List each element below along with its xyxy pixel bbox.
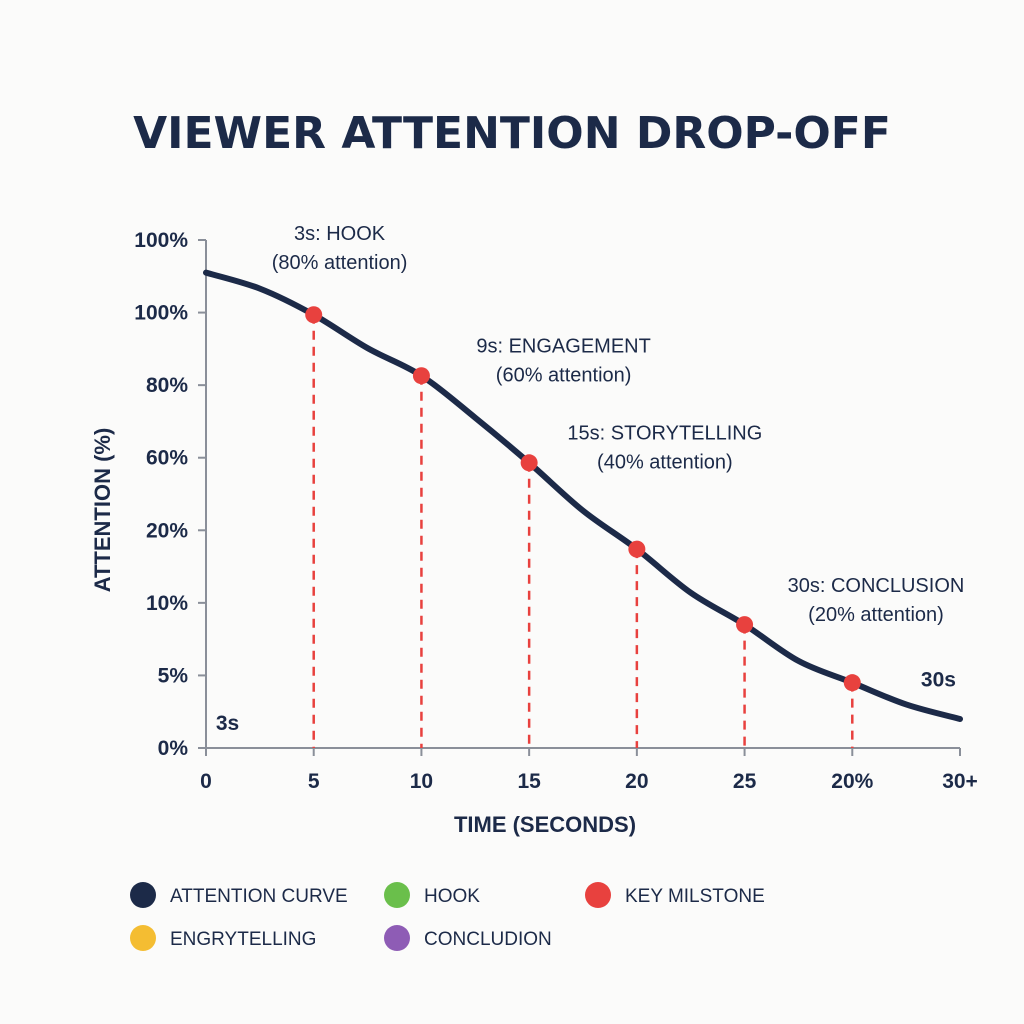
- y-tick-label: 20%: [146, 519, 188, 542]
- x-tick-label: 15: [517, 770, 541, 793]
- legend-marker: [130, 925, 156, 951]
- legend-label: ATTENTION CURVE: [170, 886, 348, 907]
- legend-label: CONCLUDION: [424, 929, 552, 950]
- legend-marker: [384, 882, 410, 908]
- annotation-detail: (80% attention): [272, 252, 408, 274]
- legend-marker: [130, 882, 156, 908]
- y-tick-label: 60%: [146, 447, 188, 470]
- legend-label: ENGRYTELLING: [170, 929, 316, 950]
- milestone-point: [736, 616, 754, 634]
- y-tick-label: 80%: [146, 374, 188, 397]
- legend: ATTENTION CURVE HOOK KEY MILSTONE ENGRYTELL…: [130, 882, 765, 951]
- y-tick-label: 0%: [158, 737, 189, 760]
- milestone-point: [628, 540, 646, 558]
- annotation-title: 15s: STORYTELLING: [567, 423, 762, 445]
- milestone-point: [520, 454, 538, 472]
- annotation-detail: (40% attention): [597, 452, 733, 474]
- x-tick-label: 20: [625, 770, 648, 793]
- y-axis-title: ATTENTION (%): [90, 428, 115, 593]
- x-tick-label: 20%: [831, 770, 873, 793]
- attention-curve: [203, 269, 963, 722]
- annotation-detail: (60% attention): [496, 364, 632, 386]
- y-tick-label: 100%: [134, 302, 188, 325]
- annotation-title: 9s: ENGAGEMENT: [476, 335, 650, 357]
- y-tick-label: 5%: [158, 664, 189, 687]
- corner-label: 30s: [921, 668, 956, 691]
- plot-area: 0% 5% 10% 20% 60% 80% 100% 100% 0 5 10 15 20 25 20% 30+…: [134, 223, 978, 793]
- annotation-detail: (20% attention): [808, 604, 944, 626]
- milestone-point: [843, 674, 861, 692]
- legend-marker: [585, 882, 611, 908]
- corner-label: 3s: [216, 712, 239, 735]
- x-tick-label: 10: [410, 770, 433, 793]
- legend-label: HOOK: [424, 886, 480, 907]
- legend-label: KEY MILSTONE: [625, 886, 765, 907]
- chart-title: VIEWER ATTENTION DROP-OFF: [133, 108, 891, 159]
- milestone-point: [305, 306, 323, 324]
- x-tick-label: 30+: [942, 770, 978, 793]
- x-tick-label: 25: [733, 770, 757, 793]
- y-tick-label: 100%: [134, 229, 188, 252]
- milestone-point: [412, 367, 430, 385]
- y-tick-label: 10%: [146, 592, 188, 615]
- x-axis-title: TIME (SECONDS): [454, 812, 636, 837]
- annotation-title: 3s: HOOK: [294, 223, 386, 245]
- annotation-title: 30s: CONCLUSION: [788, 575, 965, 597]
- x-tick-label: 5: [308, 770, 320, 793]
- x-tick-label: 0: [200, 770, 212, 793]
- legend-marker: [384, 925, 410, 951]
